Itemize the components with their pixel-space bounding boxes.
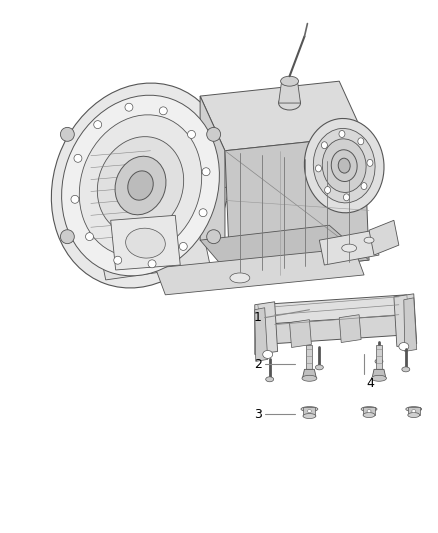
Ellipse shape — [202, 168, 210, 176]
Ellipse shape — [321, 142, 327, 149]
Ellipse shape — [60, 127, 74, 141]
Polygon shape — [408, 407, 420, 415]
Polygon shape — [394, 294, 417, 346]
Ellipse shape — [128, 171, 153, 200]
Ellipse shape — [301, 407, 318, 411]
Polygon shape — [255, 302, 278, 354]
Ellipse shape — [263, 351, 273, 358]
Ellipse shape — [51, 83, 230, 288]
Ellipse shape — [302, 375, 317, 381]
Ellipse shape — [322, 139, 366, 192]
Ellipse shape — [402, 367, 410, 372]
Polygon shape — [200, 96, 225, 250]
Ellipse shape — [125, 103, 133, 111]
Ellipse shape — [281, 76, 298, 86]
Ellipse shape — [342, 244, 357, 252]
Ellipse shape — [148, 260, 156, 268]
Text: 2: 2 — [254, 358, 262, 371]
Polygon shape — [258, 314, 411, 344]
Ellipse shape — [62, 95, 219, 276]
Ellipse shape — [399, 343, 409, 351]
Ellipse shape — [94, 120, 102, 128]
Ellipse shape — [358, 138, 364, 145]
Polygon shape — [304, 407, 315, 416]
Ellipse shape — [339, 131, 345, 138]
Ellipse shape — [266, 377, 274, 382]
Ellipse shape — [315, 365, 323, 370]
Ellipse shape — [313, 128, 375, 203]
Polygon shape — [279, 81, 300, 103]
Ellipse shape — [338, 158, 350, 173]
Ellipse shape — [304, 118, 384, 213]
Ellipse shape — [367, 159, 373, 166]
Ellipse shape — [85, 232, 93, 240]
Polygon shape — [290, 320, 311, 348]
Polygon shape — [255, 308, 268, 361]
Ellipse shape — [71, 196, 79, 203]
Ellipse shape — [343, 194, 350, 201]
Ellipse shape — [230, 273, 250, 283]
Ellipse shape — [179, 243, 187, 251]
Polygon shape — [369, 220, 399, 255]
Polygon shape — [319, 230, 379, 265]
Polygon shape — [372, 369, 386, 378]
Ellipse shape — [207, 127, 221, 141]
Ellipse shape — [371, 375, 386, 381]
Ellipse shape — [331, 150, 357, 182]
Polygon shape — [145, 121, 279, 200]
Polygon shape — [91, 196, 210, 280]
Polygon shape — [307, 344, 312, 369]
Polygon shape — [200, 81, 364, 151]
Ellipse shape — [79, 115, 202, 256]
Polygon shape — [303, 369, 316, 378]
Ellipse shape — [367, 409, 371, 413]
Text: 3: 3 — [254, 408, 262, 421]
Ellipse shape — [199, 209, 207, 217]
Ellipse shape — [187, 131, 195, 139]
Polygon shape — [258, 295, 414, 325]
Polygon shape — [339, 314, 361, 343]
Ellipse shape — [126, 228, 165, 258]
Ellipse shape — [412, 409, 416, 413]
Ellipse shape — [97, 136, 184, 235]
Ellipse shape — [325, 187, 331, 193]
Ellipse shape — [408, 413, 420, 417]
Polygon shape — [111, 215, 180, 270]
Polygon shape — [363, 407, 375, 415]
Ellipse shape — [207, 230, 221, 244]
Polygon shape — [376, 344, 382, 369]
Text: 1: 1 — [254, 311, 262, 324]
Ellipse shape — [279, 96, 300, 110]
Text: 4: 4 — [366, 377, 374, 390]
Ellipse shape — [307, 409, 311, 413]
Ellipse shape — [315, 165, 321, 172]
Polygon shape — [200, 225, 369, 275]
Ellipse shape — [115, 156, 166, 215]
Polygon shape — [155, 248, 364, 295]
Ellipse shape — [375, 359, 383, 364]
Ellipse shape — [361, 407, 377, 411]
Ellipse shape — [114, 256, 122, 264]
Ellipse shape — [60, 230, 74, 244]
Ellipse shape — [74, 155, 82, 163]
Ellipse shape — [159, 107, 167, 115]
Ellipse shape — [361, 183, 367, 190]
Ellipse shape — [364, 237, 374, 243]
Ellipse shape — [363, 413, 375, 417]
Polygon shape — [404, 298, 417, 351]
Polygon shape — [225, 136, 369, 275]
Ellipse shape — [406, 407, 422, 411]
Ellipse shape — [303, 414, 316, 418]
